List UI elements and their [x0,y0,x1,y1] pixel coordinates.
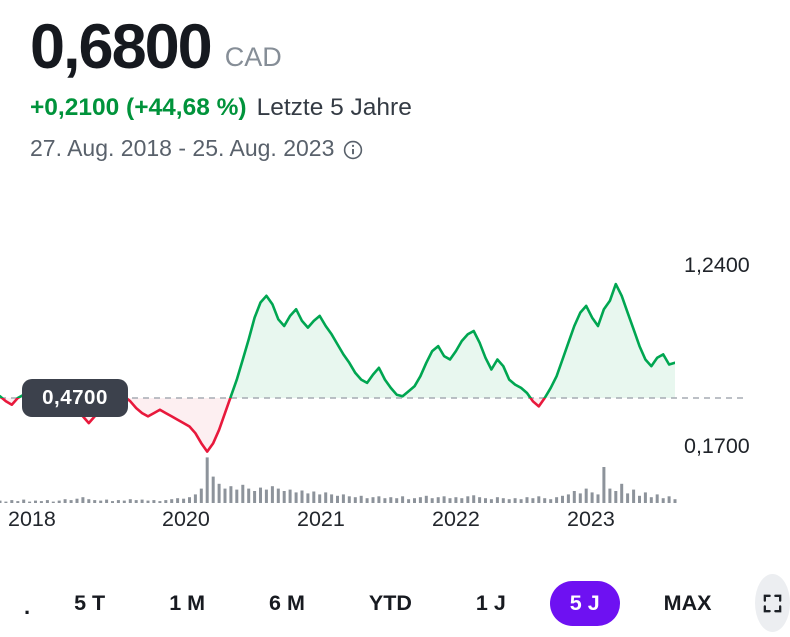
x-axis: 2018 2020 2021 2022 2023 [0,507,790,535]
fullscreen-icon [761,592,784,615]
current-price: 0,6800 [30,12,213,82]
range-button-6m[interactable]: 6 M [249,581,325,626]
chart-area: 0,4700 1,2400 0,1700 [0,238,790,508]
x-tick-2020: 2020 [162,507,210,531]
x-tick-2018: 2018 [8,507,56,531]
x-tick-2021: 2021 [297,507,345,531]
range-toolbar: . 5 T 1 M 6 M YTD 1 J 5 J MAX [0,572,790,634]
range-button-ytd[interactable]: YTD [349,581,432,626]
range-button-1j[interactable]: 1 J [456,581,526,626]
currency-label: CAD [224,42,282,73]
price-chart[interactable] [0,238,790,508]
range-button-5t[interactable]: 5 T [54,581,125,626]
overflow-range-button[interactable]: . [24,594,31,619]
range-button-5j[interactable]: 5 J [549,580,620,626]
x-tick-2022: 2022 [432,507,480,531]
x-tick-2023: 2023 [567,507,615,531]
fullscreen-button[interactable] [755,574,790,632]
range-label: Letzte 5 Jahre [256,94,412,122]
date-range: 27. Aug. 2018 - 25. Aug. 2023 [30,135,335,162]
quote-header: 0,6800 CAD +0,2100 (+44,68 %) Letzte 5 J… [30,14,412,162]
y-axis-label-min: 0,1700 [684,434,750,458]
info-icon[interactable] [343,139,363,159]
y-axis-label-max: 1,2400 [684,253,750,277]
price-change: +0,2100 (+44,68 %) [30,94,247,122]
range-button-max[interactable]: MAX [644,581,732,626]
range-button-1m[interactable]: 1 M [149,581,225,626]
prev-close-badge: 0,4700 [22,379,128,417]
